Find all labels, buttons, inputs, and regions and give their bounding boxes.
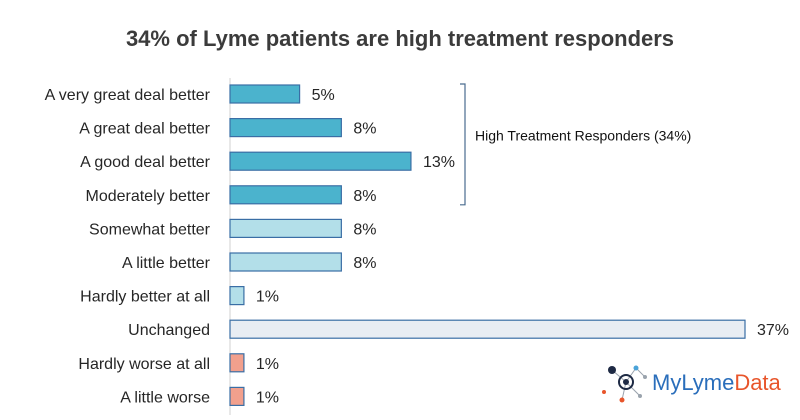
bar-5	[229, 252, 342, 272]
category-label: Hardly better at all	[80, 289, 210, 306]
category-label: Moderately better	[85, 188, 210, 205]
category-label: Hardly worse at all	[78, 356, 210, 373]
labels-layer: A very great deal better 5% A great deal b…	[45, 87, 789, 406]
mylymedata-logo: MyLymeData	[602, 365, 782, 403]
bars-layer	[229, 84, 746, 406]
value-label: 1%	[256, 289, 279, 306]
category-label: A little worse	[120, 389, 210, 406]
value-label: 8%	[353, 221, 376, 238]
bar-6	[229, 286, 245, 306]
value-label: 1%	[256, 356, 279, 373]
chart-title: 34% of Lyme patients are high treatment …	[126, 26, 674, 51]
responders-bracket: High Treatment Responders (34%)	[460, 83, 691, 206]
value-label: 5%	[312, 87, 335, 104]
value-label: 37%	[757, 322, 789, 339]
bar-9	[229, 386, 245, 406]
value-label: 13%	[423, 154, 455, 171]
bar-1	[229, 117, 342, 138]
category-label: A very great deal better	[45, 87, 211, 104]
logo-text-mylyme: MyLyme	[652, 370, 734, 395]
bar-0	[229, 84, 301, 104]
value-label: 1%	[256, 389, 279, 406]
logo-text-data: Data	[734, 370, 781, 395]
bracket-line	[460, 83, 466, 206]
bar-3	[229, 185, 342, 205]
bracket-label: High Treatment Responders (34%)	[475, 127, 691, 143]
category-label: A little better	[122, 255, 211, 272]
bar-2	[229, 151, 412, 171]
bar-8	[229, 353, 245, 373]
bar-4	[229, 218, 342, 238]
value-label: 8%	[353, 121, 376, 138]
category-label: Unchanged	[128, 322, 210, 339]
value-label: 8%	[353, 188, 376, 205]
logo-network-icon	[602, 365, 647, 403]
value-label: 8%	[353, 255, 376, 272]
category-label: A great deal better	[79, 121, 210, 138]
category-label: Somewhat better	[89, 221, 211, 238]
bar-7	[229, 319, 746, 339]
category-label: A good deal better	[80, 154, 211, 171]
logo-wordmark: MyLymeData	[652, 370, 782, 395]
